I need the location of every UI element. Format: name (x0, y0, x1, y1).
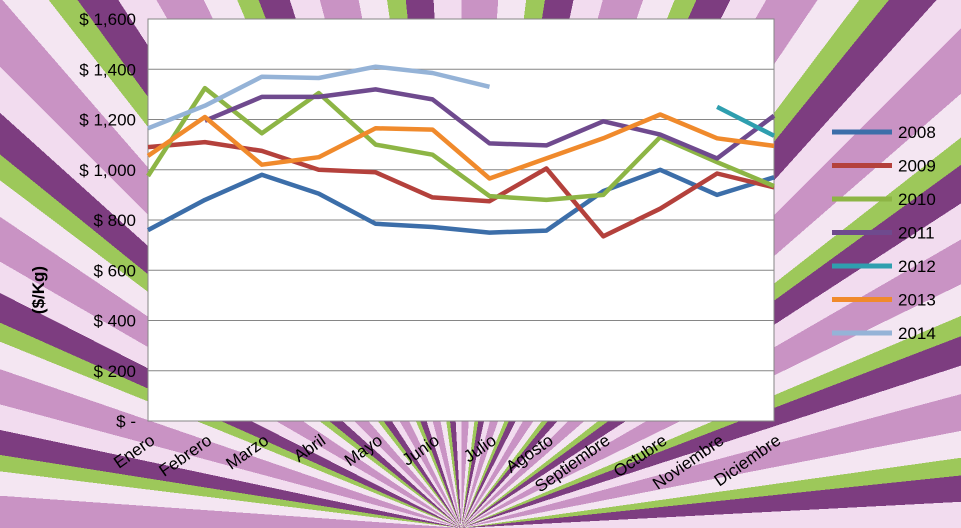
y-tick-label: $ 1,000 (79, 161, 136, 180)
series-line-2010 (146, 85, 775, 203)
legend-label: 2014 (898, 324, 936, 343)
x-tick-label: Febrero (156, 431, 216, 481)
y-axis-label: ($/Kg) (29, 266, 48, 314)
x-tick-label: Julio (460, 431, 500, 467)
y-tick-label: $ - (116, 412, 136, 431)
x-tick-label: Enero (110, 431, 158, 473)
legend-label: 2011 (898, 224, 935, 243)
x-tick-label: Junio (399, 431, 443, 470)
x-tick-label: Marzo (223, 431, 273, 474)
legend-label: 2008 (898, 123, 936, 142)
y-tick-label: $ 200 (93, 362, 136, 381)
legend-label: 2009 (898, 157, 936, 176)
y-tick-label: $ 1,200 (79, 111, 136, 130)
x-tick-label: Mayo (341, 431, 386, 470)
series-lines (146, 64, 776, 239)
legend-label: 2012 (898, 257, 936, 276)
y-tick-label: $ 1,600 (79, 10, 136, 29)
y-tick-label: $ 800 (93, 211, 136, 230)
series-line-2014 (147, 64, 491, 131)
x-tick-label: Abril (290, 431, 329, 466)
y-tick-label: $ 400 (93, 312, 136, 331)
series-line-2011 (204, 87, 776, 161)
y-tick-label: $ 600 (93, 261, 136, 280)
series-line-2009 (147, 139, 775, 239)
y-tick-label: $ 1,400 (79, 60, 136, 79)
series-line-2013 (146, 112, 775, 181)
legend: 2008 2009 2010 2011 2012 2013 2014 (832, 123, 936, 343)
series-line-2008 (146, 167, 775, 235)
legend-label: 2010 (898, 190, 936, 209)
y-axis-tick-labels: $ - $ 200 $ 400 $ 600 $ 800 $ 1,000 $ 1,200 $ 1… (79, 10, 136, 431)
legend-label: 2013 (898, 291, 936, 310)
series-line-2012 (716, 104, 776, 138)
